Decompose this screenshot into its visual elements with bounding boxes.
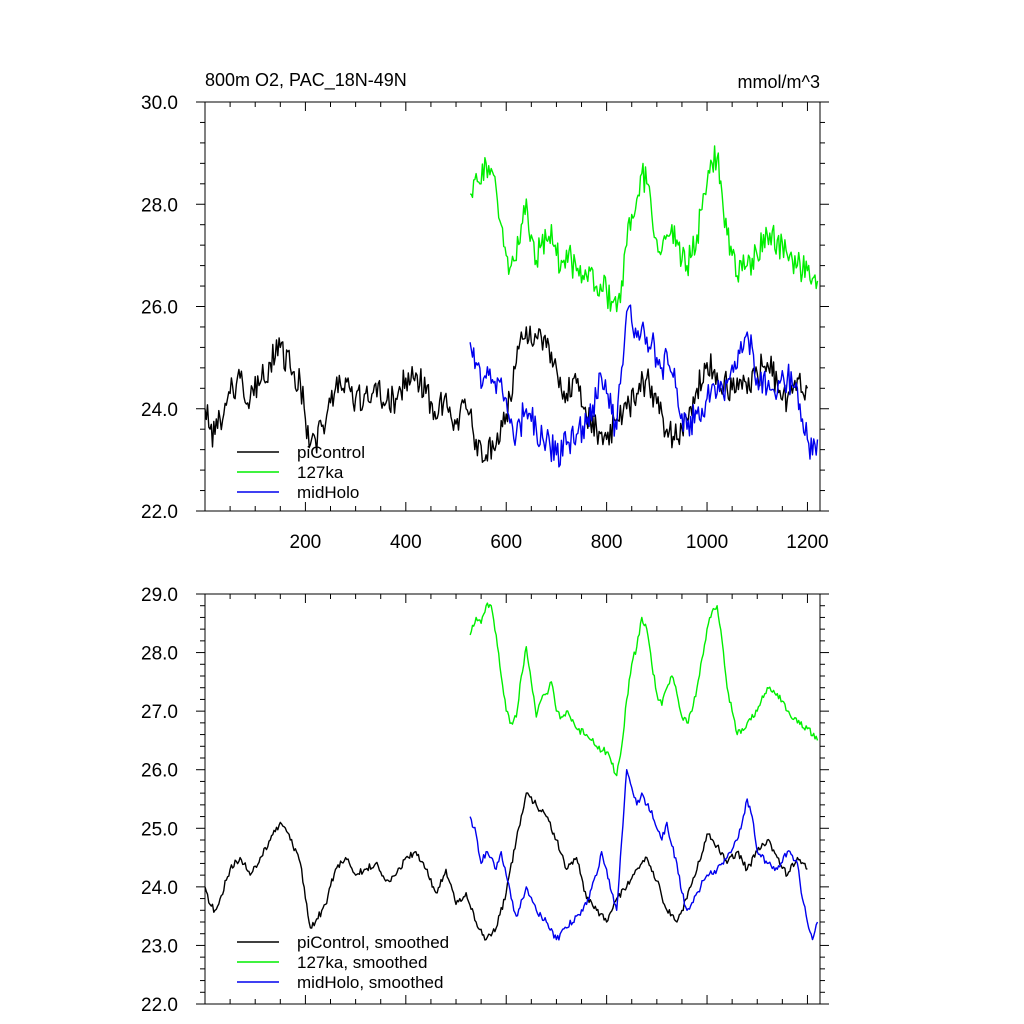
top-series-layer: [204, 145, 819, 468]
bottom-legend: piControl, smoothed 127ka, smoothed midH…: [237, 933, 449, 992]
legend-label-midholo: midHolo: [297, 483, 359, 502]
x-tick-label: 1200: [786, 532, 828, 553]
top-ticks-layer: 200 400 600 800 1000 1200 22.0 24.0 26.0 28.0 30.0: [141, 93, 829, 553]
y-tick-label: 28.0: [141, 195, 178, 216]
bottom-panel: 22.0 23.0 24.0 25.0 26.0 27.0 28.0 29.0 piContr…: [141, 585, 829, 1016]
x-tick-label: 800: [591, 532, 623, 553]
bottom-ticks-layer: 22.0 23.0 24.0 25.0 26.0 27.0 28.0 29.0: [141, 585, 829, 1016]
x-tick-label: 1000: [686, 532, 728, 553]
legend-label-midholo-smoothed: midHolo, smoothed: [297, 973, 443, 992]
legend-label-picontrol: piControl: [297, 443, 365, 462]
series-line-midholo: [469, 304, 819, 468]
series-line-127ka-smoothed: [469, 602, 819, 777]
series-line-picontrol: [204, 325, 809, 463]
legend-label-127ka: 127ka: [297, 463, 344, 482]
y-tick-label: 27.0: [141, 702, 178, 723]
series-line-midholo-smoothed: [469, 769, 819, 941]
legend-label-picontrol-smoothed: piControl, smoothed: [297, 933, 449, 952]
y-tick-label: 24.0: [141, 400, 178, 421]
top-plot-frame: [204, 101, 821, 512]
top-legend: piControl 127ka midHolo: [237, 443, 365, 502]
y-tick-label: 25.0: [141, 819, 178, 840]
chart-title: 800m O2, PAC_18N-49N: [205, 70, 407, 91]
series-line-picontrol-smoothed: [204, 792, 808, 941]
y-tick-label: 22.0: [141, 995, 178, 1016]
y-tick-label: 22.0: [141, 502, 178, 523]
x-tick-label: 200: [290, 532, 322, 553]
units-label: mmol/m^3: [738, 72, 820, 92]
top-panel: 800m O2, PAC_18N-49N mmol/m^3 200 400 600 8…: [141, 70, 829, 553]
y-tick-label: 26.0: [141, 761, 178, 782]
y-tick-label: 24.0: [141, 878, 178, 899]
y-tick-label: 26.0: [141, 298, 178, 319]
bottom-series-layer: [204, 602, 819, 941]
bottom-plot-frame: [204, 593, 821, 1005]
series-line-127ka: [469, 145, 819, 313]
y-tick-label: 23.0: [141, 936, 178, 957]
y-tick-label: 28.0: [141, 644, 178, 665]
legend-label-127ka-smoothed: 127ka, smoothed: [297, 953, 427, 972]
x-tick-label: 600: [490, 532, 522, 553]
y-tick-label: 30.0: [141, 93, 178, 114]
x-tick-label: 400: [390, 532, 422, 553]
y-tick-label: 29.0: [141, 585, 178, 606]
